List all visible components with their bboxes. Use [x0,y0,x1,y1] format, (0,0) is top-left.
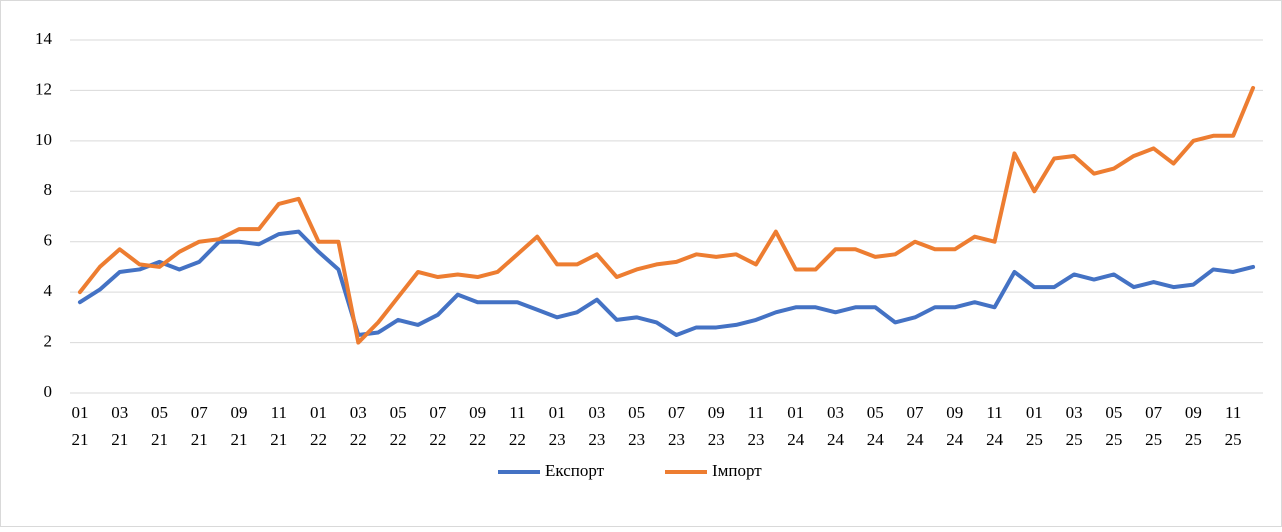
x-tick-label: 24 [827,430,845,449]
x-tick-label: 21 [151,430,168,449]
x-tick-label: 11 [986,403,1002,422]
x-tick-label: 07 [429,403,447,422]
x-tick-label: 21 [191,430,208,449]
legend-label: Імпорт [712,461,762,480]
y-tick-label: 10 [35,130,52,149]
x-tick-label: 01 [787,403,804,422]
x-tick-label: 01 [1026,403,1043,422]
x-tick-label: 25 [1026,430,1043,449]
x-tick-label: 23 [549,430,566,449]
x-tick-label: 05 [151,403,168,422]
x-tick-label: 05 [628,403,645,422]
y-tick-label: 8 [44,180,53,199]
x-tick-label: 22 [310,430,327,449]
y-tick-label: 12 [35,79,52,98]
x-tick-label: 07 [191,403,209,422]
y-tick-label: 6 [44,231,53,250]
x-tick-label: 07 [1145,403,1163,422]
x-tick-label: 01 [71,403,88,422]
x-tick-label: 24 [907,430,925,449]
y-tick-label: 0 [44,382,53,401]
x-tick-label: 23 [628,430,645,449]
x-tick-label: 25 [1225,430,1242,449]
x-tick-label: 24 [787,430,805,449]
x-tick-label: 24 [867,430,885,449]
y-tick-label: 14 [35,29,53,48]
x-tick-label: 25 [1066,430,1083,449]
y-tick-label: 4 [44,281,53,300]
x-tick-label: 03 [588,403,605,422]
series-line [77,85,1256,345]
y-tick-label: 2 [44,331,53,350]
x-tick-label: 05 [867,403,884,422]
x-tick-label: 23 [708,430,725,449]
x-tick-label: 03 [1066,403,1083,422]
legend-label: Експорт [545,461,605,480]
x-tick-label: 22 [350,430,367,449]
x-tick-label: 09 [1185,403,1202,422]
series-line [77,229,1256,338]
x-tick-label: 09 [231,403,248,422]
x-tick-label: 23 [668,430,685,449]
x-tick-label: 11 [1225,403,1241,422]
x-tick-label: 25 [1145,430,1162,449]
x-tick-label: 21 [111,430,128,449]
x-tick-label: 07 [907,403,925,422]
x-tick-label: 11 [271,403,287,422]
x-tick-label: 25 [1105,430,1122,449]
x-tick-label: 07 [668,403,686,422]
x-tick-label: 24 [986,430,1004,449]
x-tick-label: 11 [748,403,764,422]
x-tick-label: 22 [509,430,526,449]
x-tick-label: 05 [390,403,407,422]
x-tick-label: 09 [946,403,963,422]
x-tick-label: 22 [429,430,446,449]
x-tick-label: 22 [390,430,407,449]
x-tick-label: 25 [1185,430,1202,449]
x-tick-label: 21 [71,430,88,449]
x-tick-label: 05 [1105,403,1122,422]
x-tick-label: 01 [549,403,566,422]
x-tick-label: 01 [310,403,327,422]
x-tick-label: 21 [270,430,287,449]
x-tick-label: 23 [747,430,764,449]
x-tick-label: 03 [827,403,844,422]
x-tick-label: 03 [350,403,367,422]
x-tick-label: 09 [708,403,725,422]
x-tick-label: 21 [231,430,248,449]
x-tick-label: 03 [111,403,128,422]
x-tick-label: 22 [469,430,486,449]
x-tick-label: 09 [469,403,486,422]
x-tick-label: 24 [946,430,964,449]
x-tick-label: 11 [509,403,525,422]
x-tick-label: 23 [588,430,605,449]
